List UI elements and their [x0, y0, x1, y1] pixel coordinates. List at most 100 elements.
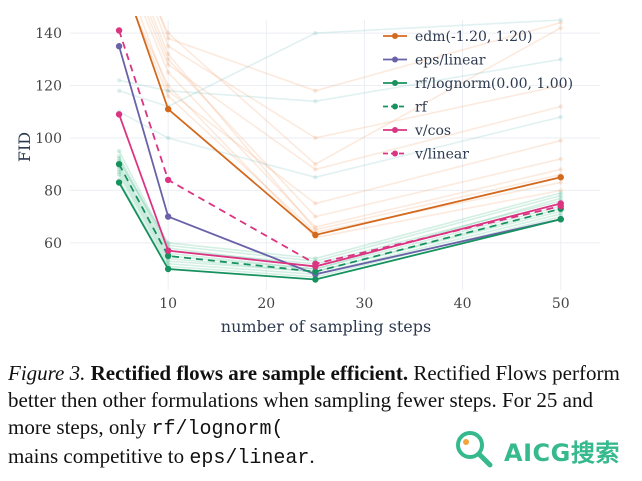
data-point	[312, 268, 319, 275]
background-series-line	[118, 161, 561, 260]
data-point	[164, 105, 172, 113]
magnifier-logo-icon	[456, 431, 493, 468]
data-point	[164, 252, 172, 260]
data-point	[164, 213, 172, 220]
background-point	[313, 167, 318, 172]
watermark: AICG搜索	[450, 425, 636, 471]
background-point	[313, 99, 318, 104]
background-point	[165, 93, 171, 99]
series-line	[118, 45, 561, 276]
x-tick-label: 40	[454, 296, 472, 312]
background-point	[558, 138, 563, 143]
background-series-line	[139, 16, 561, 205]
background-point	[165, 258, 171, 264]
background-series-line	[155, 16, 561, 139]
data-point	[312, 231, 319, 239]
caption-label: Figure 3.	[8, 361, 86, 385]
background-point	[313, 256, 318, 261]
background-point	[165, 62, 171, 67]
background-point	[558, 156, 563, 162]
background-point	[165, 240, 171, 246]
caption-end: .	[309, 444, 315, 468]
legend-label: rf	[415, 100, 429, 116]
legend-marker	[392, 80, 398, 86]
legend-marker	[392, 103, 398, 110]
background-series-line	[118, 158, 561, 265]
background-series-line	[118, 58, 561, 103]
y-tick-label: 100	[35, 131, 62, 147]
background-series-line	[146, 16, 561, 171]
x-tick-label: 10	[159, 296, 177, 312]
legend-label: rf/lognorm(0.00, 1.00)	[415, 76, 573, 92]
background-point	[165, 36, 171, 41]
background-point	[313, 135, 318, 141]
watermark-text: AICG搜索	[504, 439, 620, 467]
background-point	[165, 88, 171, 93]
fid-chart: 60 80 100 120 140 10 20 30 40 50 FID number of s…	[15, 16, 600, 336]
data-point	[115, 179, 123, 186]
data-point	[557, 202, 564, 210]
background-point	[313, 30, 318, 36]
background-point	[558, 180, 563, 185]
caption-body-1: Rectified Flows perform better then othe…	[8, 361, 620, 439]
y-tick-label: 60	[44, 236, 62, 252]
y-tick-labels: 60 80 100 120 140	[35, 26, 62, 252]
background-point	[313, 175, 318, 180]
background-point	[165, 70, 171, 75]
background-point	[116, 88, 122, 93]
background-point	[116, 172, 122, 177]
background-point	[558, 211, 563, 217]
data-point	[312, 276, 319, 283]
background-point	[116, 78, 122, 83]
background-point	[165, 88, 171, 93]
background-point	[558, 20, 563, 25]
data-point	[164, 247, 172, 254]
background-point	[313, 214, 318, 219]
data-point	[557, 174, 564, 181]
background-point	[116, 148, 122, 154]
background-point	[116, 154, 122, 159]
background-point	[165, 135, 171, 141]
data-point	[115, 27, 123, 34]
grid-lines	[70, 20, 600, 290]
y-tick-label: 120	[35, 79, 62, 95]
series-line	[118, 163, 561, 273]
background-point	[116, 169, 122, 175]
background-point	[558, 193, 563, 198]
data-point	[312, 260, 319, 267]
background-point	[165, 51, 171, 57]
background-point	[116, 167, 122, 172]
background-point	[313, 88, 318, 93]
data-point	[115, 111, 123, 118]
background-point	[313, 227, 318, 232]
background-series-line	[143, 16, 561, 228]
background-point	[116, 156, 122, 162]
background-point	[165, 57, 171, 62]
main-series-lines	[115, 16, 564, 283]
background-point	[165, 30, 171, 36]
background-point	[558, 25, 563, 31]
y-axis-title: FID	[15, 132, 34, 162]
background-point	[558, 190, 563, 196]
caption-title: Rectified flows are sample efficient.	[90, 361, 409, 385]
background-point	[558, 196, 563, 201]
legend-label: v/linear	[414, 147, 469, 163]
series-line	[118, 114, 561, 268]
data-point	[557, 216, 564, 223]
legend-label: edm(-1.20, 1.20)	[415, 29, 532, 45]
legend-marker	[392, 127, 398, 133]
data-point	[115, 160, 123, 168]
y-tick-label: 140	[35, 26, 62, 42]
figure-caption: Figure 3. Rectified flows are sample eff…	[8, 360, 636, 472]
x-axis-title: number of sampling steps	[221, 317, 431, 336]
legend-marker	[392, 150, 398, 157]
x-tick-labels: 10 20 30 40 50	[159, 296, 569, 312]
x-tick-label: 30	[356, 296, 374, 312]
legend-marker	[392, 56, 398, 63]
caption-code-1: rf/lognorm(	[151, 418, 284, 441]
series-line	[118, 30, 561, 265]
x-tick-label: 20	[257, 296, 275, 312]
background-series-line	[151, 16, 561, 231]
background-point	[165, 83, 171, 88]
series-line	[134, 16, 561, 236]
